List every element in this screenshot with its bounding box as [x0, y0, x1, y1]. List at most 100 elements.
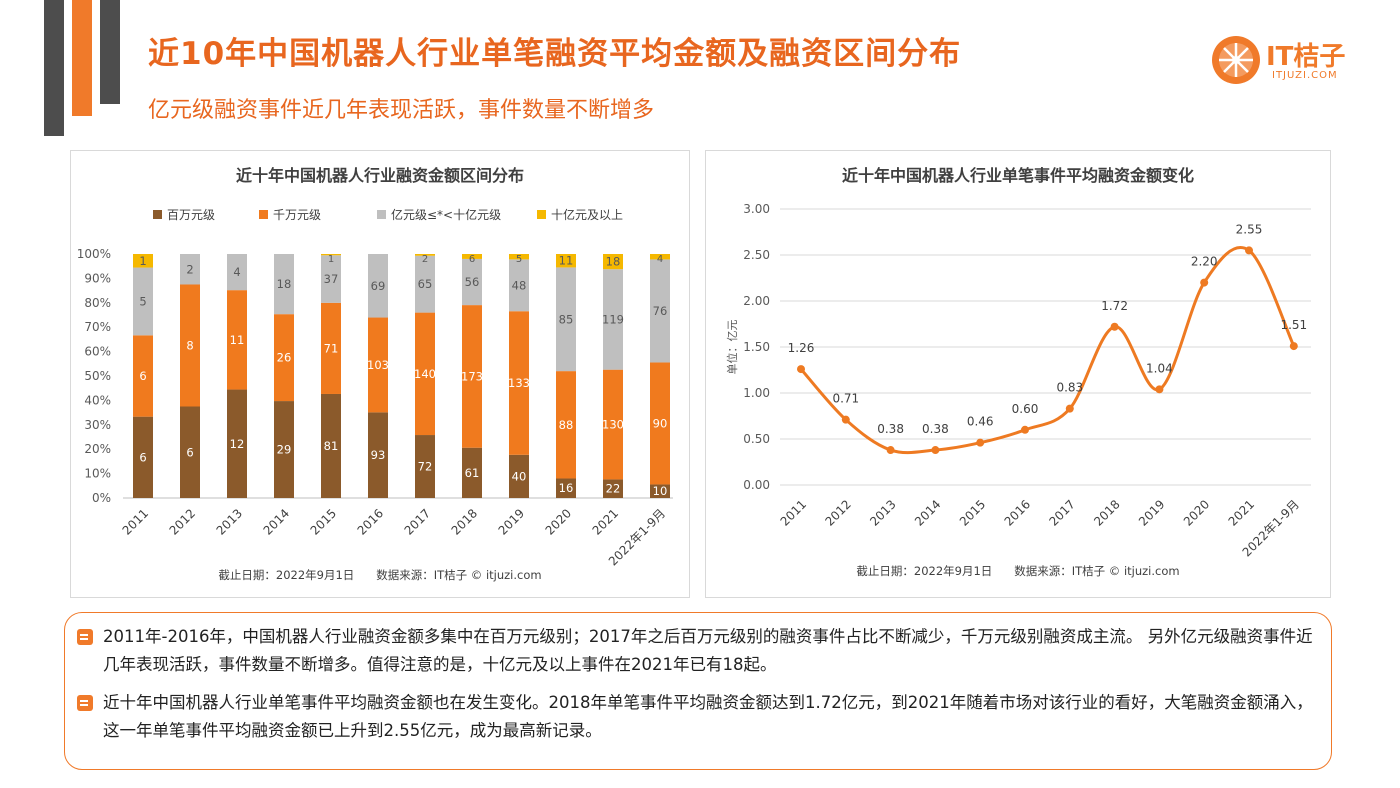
- logo-url: ITJUZI.COM: [1272, 70, 1338, 81]
- bar-segment: [556, 478, 576, 498]
- bar-value-label: 61: [465, 466, 480, 480]
- bar-value-label: 18: [277, 277, 292, 291]
- bar-value-label: 10: [653, 484, 668, 498]
- bar-value-label: 37: [324, 272, 339, 286]
- line-point: [1245, 246, 1253, 255]
- bar-segment: [415, 435, 435, 498]
- bar-value-label: 8: [186, 339, 193, 353]
- bar-value-label: 26: [277, 351, 292, 365]
- bar-segment: [180, 254, 200, 285]
- bar-value-label: 29: [277, 443, 292, 457]
- bar-value-label: 4: [657, 254, 663, 265]
- page-subtitle: 亿元级融资事件近几年表现活跃，事件数量不断增多: [148, 98, 655, 123]
- x-tick-label: 2011: [120, 506, 151, 537]
- bar-segment: [462, 447, 482, 498]
- legend-swatch: [377, 210, 386, 219]
- header-deco-bar-3: [100, 0, 120, 104]
- bar-segment: [556, 371, 576, 479]
- bar-segment: [556, 267, 576, 372]
- line-chart-points: 1.26 0.71 0.38 0.38 0.46 0.60 0.83 1.72 1.04 2.20…: [788, 222, 1307, 455]
- bar-value-label: 90: [653, 416, 668, 430]
- point-value-label: 0.46: [967, 415, 994, 429]
- line-point: [841, 415, 850, 424]
- bar-segment: [180, 406, 200, 498]
- y-tick-label: 100%: [77, 247, 111, 261]
- bar-value-label: 173: [461, 369, 483, 383]
- bar-segment: [650, 484, 670, 498]
- point-value-label: 0.71: [832, 392, 859, 406]
- bar-segment: [603, 369, 623, 480]
- bar-value-label: 12: [230, 437, 245, 451]
- itjuzi-logo: IT桔子 ITJUZI.COM: [1212, 30, 1362, 92]
- line-point: [1200, 278, 1209, 287]
- x-tick-label: 2016: [1002, 497, 1033, 528]
- stacked-bar-chart-panel: 近十年中国机器人行业融资金额区间分布 百万元级 千万元级 亿元级≤*<十亿元级 十亿元…: [70, 150, 690, 598]
- bar-value-label: 6: [469, 254, 475, 265]
- x-tick-label: 2014: [912, 497, 943, 528]
- bar-segment: [368, 317, 388, 413]
- bar-segment: [368, 412, 388, 498]
- bar-value-label: 133: [508, 376, 530, 390]
- line-point: [1155, 385, 1164, 394]
- note-paragraph-2: 近十年中国机器人行业单笔事件平均融资金额也在发生变化。2018年单笔事件平均融资…: [103, 693, 1313, 740]
- point-value-label: 0.38: [877, 422, 904, 436]
- y-tick-label: 0.00: [743, 478, 770, 492]
- line-chart-grid: 0.00 0.50 1.00 1.50 2.00 2.50 3.00: [743, 202, 1311, 492]
- x-tick-label: 2018: [449, 506, 480, 537]
- bar-chart-x-axis: 2011 2012 2013 2014 2015 2016 2017 2018 2019 2020…: [120, 506, 668, 568]
- line-point: [1021, 425, 1029, 434]
- bar-segment: [274, 314, 294, 402]
- bar-segment: [368, 254, 388, 318]
- x-tick-label: 2011: [778, 497, 809, 528]
- bar-chart-legend: 百万元级 千万元级 亿元级≤*<十亿元级 十亿元及以上: [153, 207, 623, 222]
- x-tick-label: 2015: [308, 506, 339, 537]
- bar-value-label: 140: [414, 367, 436, 381]
- note-bullet-icon: [77, 629, 93, 645]
- bar-segment: [133, 267, 153, 336]
- line-series: [799, 246, 1296, 455]
- bar-segment: [415, 312, 435, 436]
- y-tick-label: 80%: [84, 296, 111, 310]
- bar-value-label: 71: [324, 341, 339, 355]
- bar-segment: [133, 416, 153, 498]
- point-value-label: 1.04: [1146, 361, 1173, 375]
- y-tick-label: 1.00: [743, 386, 770, 400]
- bar-value-label: 48: [512, 278, 527, 292]
- bar-value-label: 1: [328, 254, 334, 265]
- bar-value-label: 81: [324, 439, 339, 453]
- line-chart-footer: 截止日期：2022年9月1日 数据来源：IT桔子 © itjuzi.com: [856, 564, 1179, 578]
- bar-segment: [321, 255, 341, 303]
- legend-swatch: [537, 210, 546, 219]
- logo-brand: IT桔子: [1266, 42, 1346, 72]
- x-tick-label: 2021: [1226, 497, 1257, 528]
- bar-value-label: 2: [422, 254, 428, 265]
- x-tick-label: 2017: [1046, 497, 1077, 528]
- notes-box: 2011年-2016年，中国机器人行业融资金额多集中在百万元级别；2017年之后…: [64, 612, 1332, 770]
- point-value-label: 0.60: [1012, 402, 1039, 416]
- y-tick-label: 40%: [84, 393, 111, 407]
- bar-value-label: 56: [465, 275, 480, 289]
- bar-segment: [274, 401, 294, 498]
- bar-value-label: 1: [139, 254, 146, 268]
- y-tick-label: 2.00: [743, 294, 770, 308]
- bar-value-label: 72: [418, 460, 433, 474]
- y-tick-label: 20%: [84, 442, 111, 456]
- line-point: [931, 446, 940, 455]
- header-deco-bar-2: [72, 0, 92, 116]
- bar-chart-y-axis: 0% 10% 20% 30% 40% 50% 60% 70% 80% 90% 100%: [77, 247, 673, 505]
- point-value-label: 0.83: [1056, 381, 1083, 395]
- point-value-label: 1.51: [1280, 318, 1307, 332]
- bar-segment: [509, 311, 529, 455]
- bar-segment: [321, 302, 341, 394]
- y-tick-label: 10%: [84, 467, 111, 481]
- x-tick-label: 2021: [590, 506, 621, 537]
- note-paragraph-1: 2011年-2016年，中国机器人行业融资金额多集中在百万元级别；2017年之后…: [103, 627, 1313, 674]
- legend-label: 千万元级: [273, 208, 321, 222]
- bar-value-label: 11: [230, 333, 245, 347]
- bar-value-label: 76: [653, 304, 668, 318]
- bar-value-label: 119: [602, 312, 624, 326]
- y-tick-label: 2.50: [743, 248, 770, 262]
- bar-segment: [603, 254, 623, 270]
- bar-segment: [415, 254, 435, 256]
- y-tick-label: 60%: [84, 345, 111, 359]
